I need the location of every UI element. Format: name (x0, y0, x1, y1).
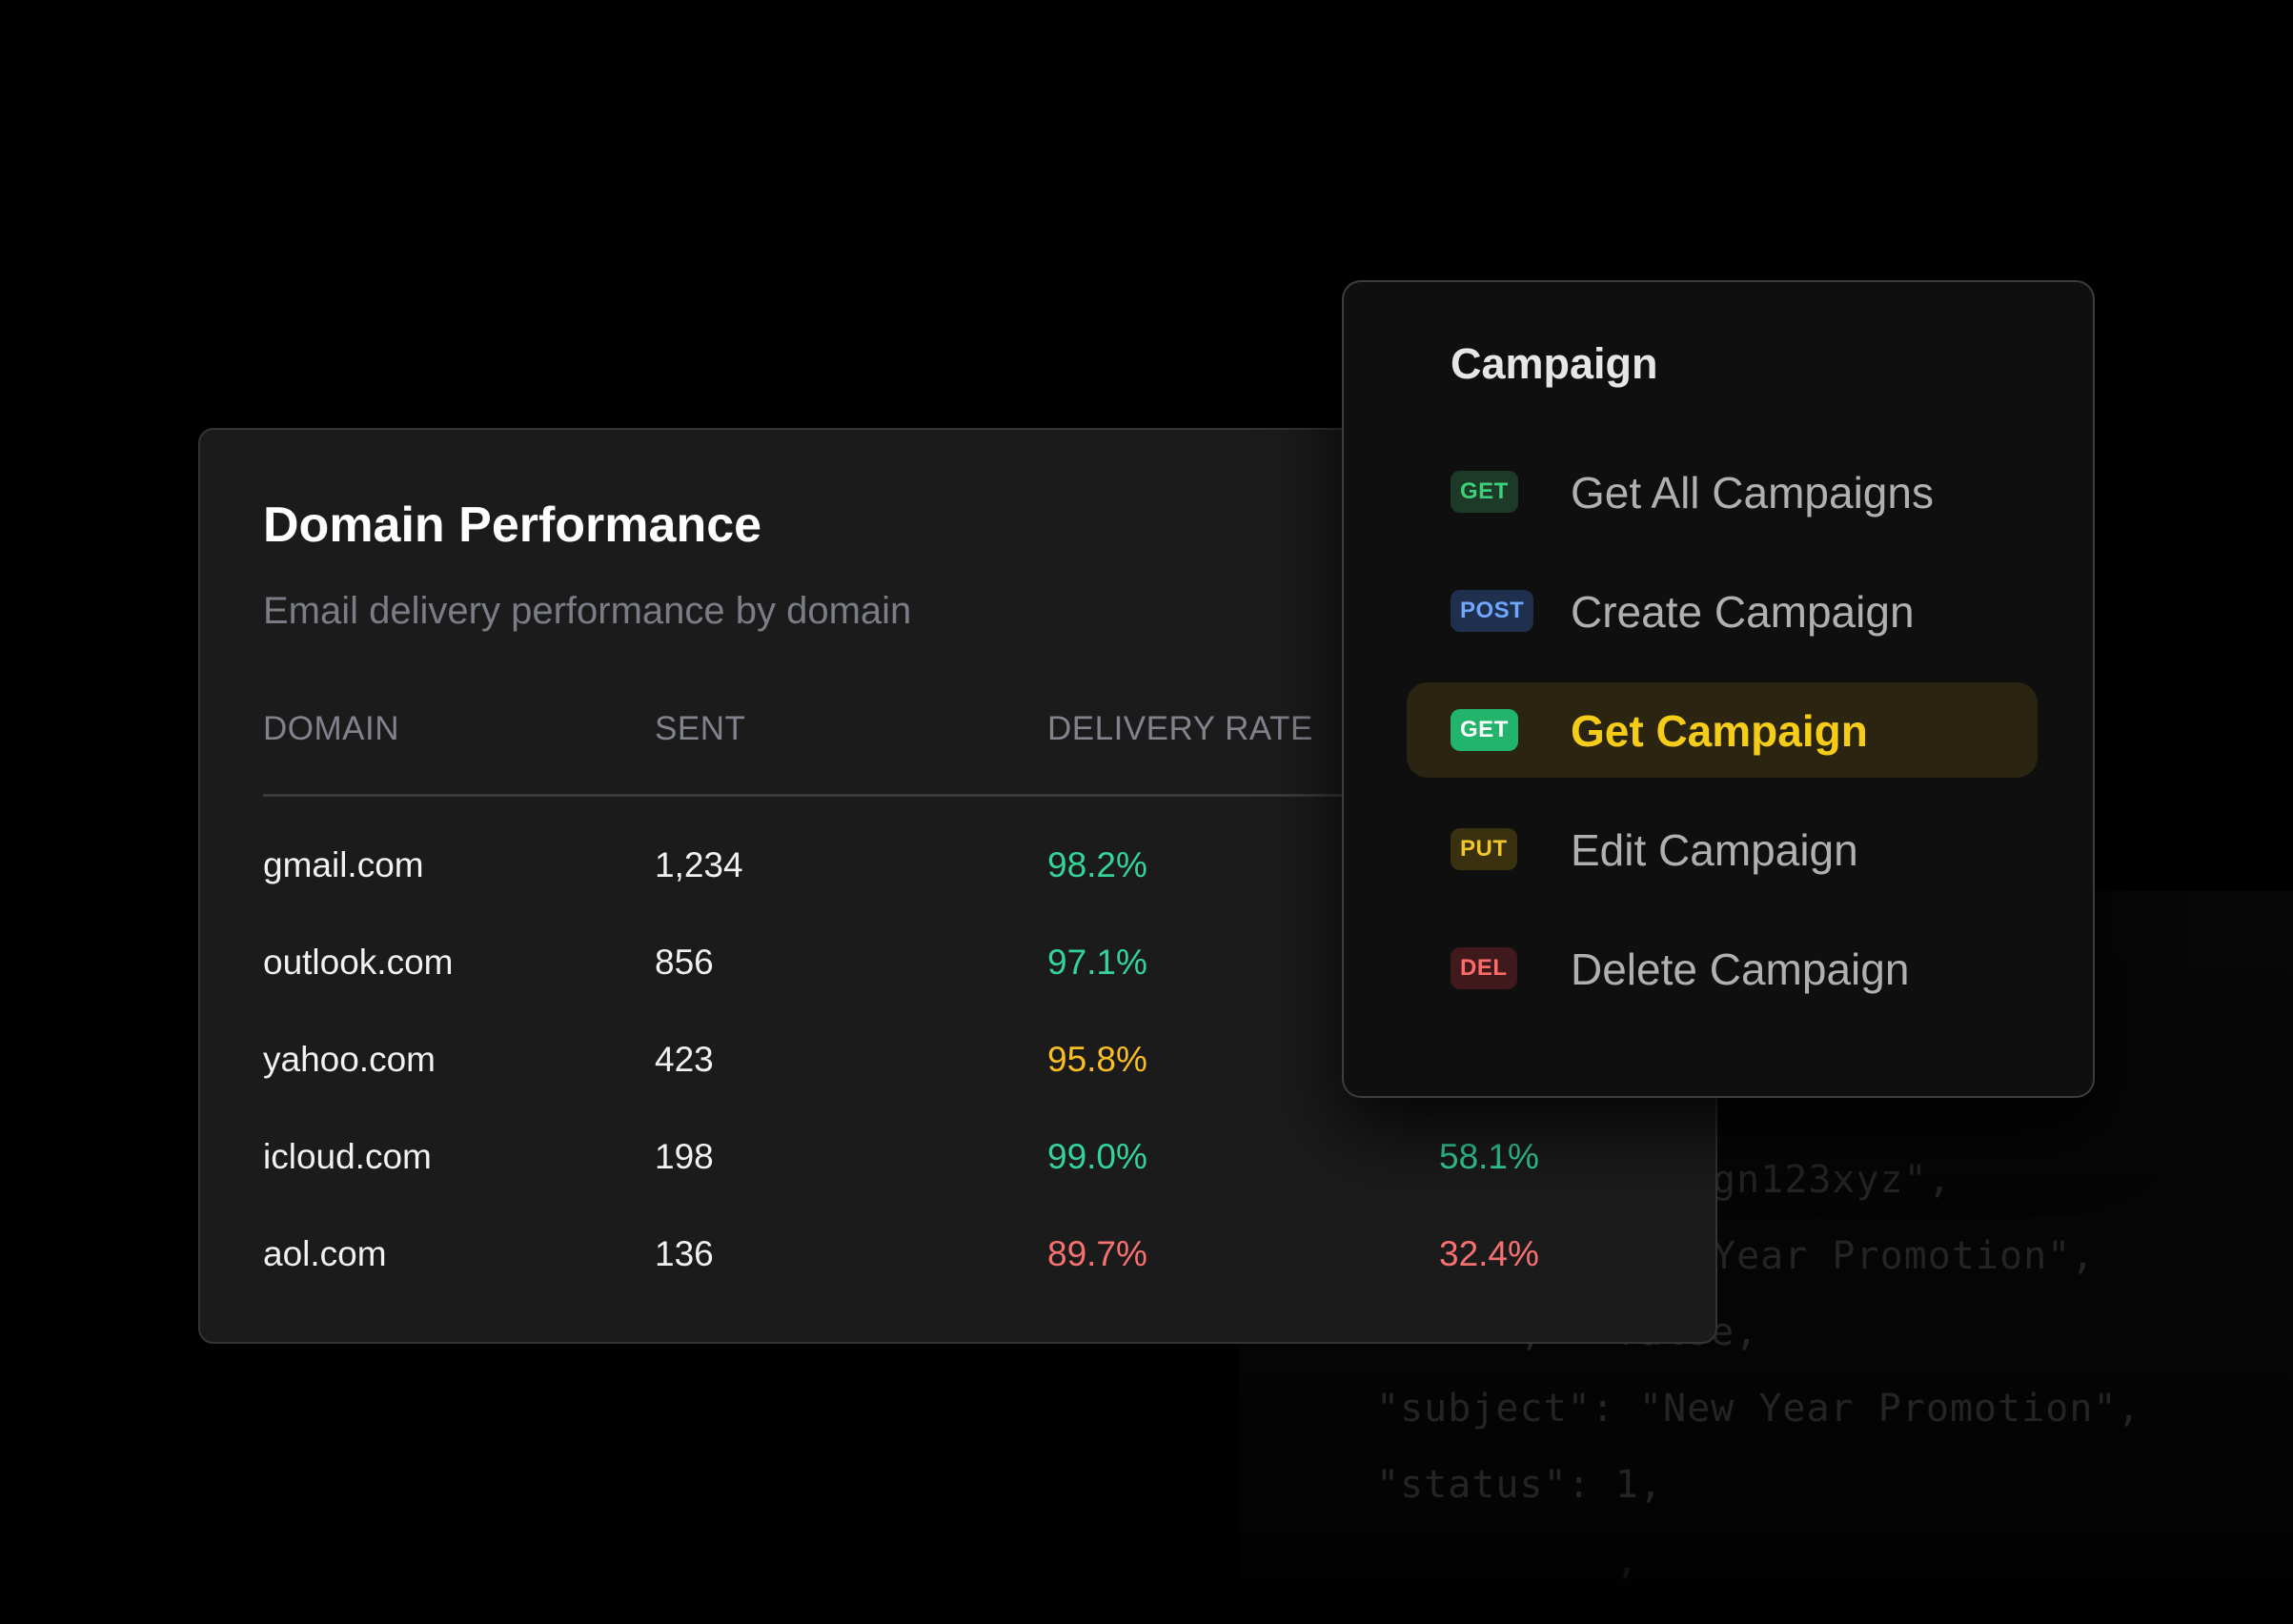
table-cell-sent: 1,234 (655, 845, 743, 884)
table-cell-domain: yahoo.com (263, 1040, 436, 1079)
table-cell-delivery-rate: 98.2% (1047, 845, 1147, 884)
card-subtitle: Email delivery performance by domain (263, 590, 912, 632)
table-cell-sent: 423 (655, 1040, 714, 1079)
get-method-badge: GET (1451, 709, 1518, 751)
table-cell-sent: 136 (655, 1234, 714, 1273)
table-cell-delivery-rate: 89.7% (1047, 1234, 1147, 1273)
card-title: Domain Performance (263, 497, 762, 553)
menu-item-create-campaign[interactable]: POST Create Campaign (1407, 563, 2038, 659)
column-header-domain[interactable]: DOMAIN (263, 710, 399, 747)
menu-item-get-campaign[interactable]: GET Get Campaign (1407, 682, 2038, 778)
table-cell-sent: 198 (655, 1137, 714, 1176)
table-cell-rate-secondary: 58.1% (1439, 1137, 1539, 1176)
column-header-sent[interactable]: SENT (655, 710, 746, 747)
code-line: "status": 1, (1376, 1463, 1663, 1507)
put-method-badge: PUT (1451, 828, 1517, 870)
menu-item-get-all-campaigns[interactable]: GET Get All Campaigns (1407, 444, 2038, 539)
code-line: gn123xyz", (1713, 1158, 1952, 1202)
post-method-badge: POST (1451, 590, 1534, 632)
column-header-delivery-rate[interactable]: DELIVERY RATE (1047, 710, 1313, 747)
header-divider (263, 794, 1674, 797)
menu-item-label: Delete Campaign (1571, 944, 1910, 994)
menu-item-label: Edit Campaign (1571, 825, 1858, 875)
code-line: Year Promotion", (1713, 1234, 2096, 1278)
menu-item-label: Get Campaign (1571, 706, 1868, 756)
code-fade-overlay (1239, 1506, 2293, 1624)
table-cell-delivery-rate: 95.8% (1047, 1040, 1147, 1079)
table-cell-domain: aol.com (263, 1234, 387, 1273)
table-cell-delivery-rate: 97.1% (1047, 943, 1147, 982)
menu-item-edit-campaign[interactable]: PUT Edit Campaign (1407, 802, 2038, 897)
menu-title: Campaign (1451, 339, 1658, 388)
menu-item-label: Create Campaign (1571, 587, 1915, 637)
table-cell-sent: 856 (655, 943, 714, 982)
get-method-badge: GET (1451, 471, 1518, 513)
table-cell-domain: gmail.com (263, 845, 424, 884)
code-line: "subject": "New Year Promotion", (1376, 1387, 2141, 1431)
menu-item-label: Get All Campaigns (1571, 468, 1934, 518)
table-cell-domain: outlook.com (263, 943, 454, 982)
campaign-menu: Campaign GET Get All Campaigns POST Crea… (1342, 280, 2095, 1098)
table-cell-rate-secondary: 32.4% (1439, 1234, 1539, 1273)
table-cell-domain: icloud.com (263, 1137, 432, 1176)
table-cell-delivery-rate: 99.0% (1047, 1137, 1147, 1176)
delete-method-badge: DEL (1451, 947, 1517, 989)
menu-item-delete-campaign[interactable]: DEL Delete Campaign (1407, 921, 2038, 1016)
